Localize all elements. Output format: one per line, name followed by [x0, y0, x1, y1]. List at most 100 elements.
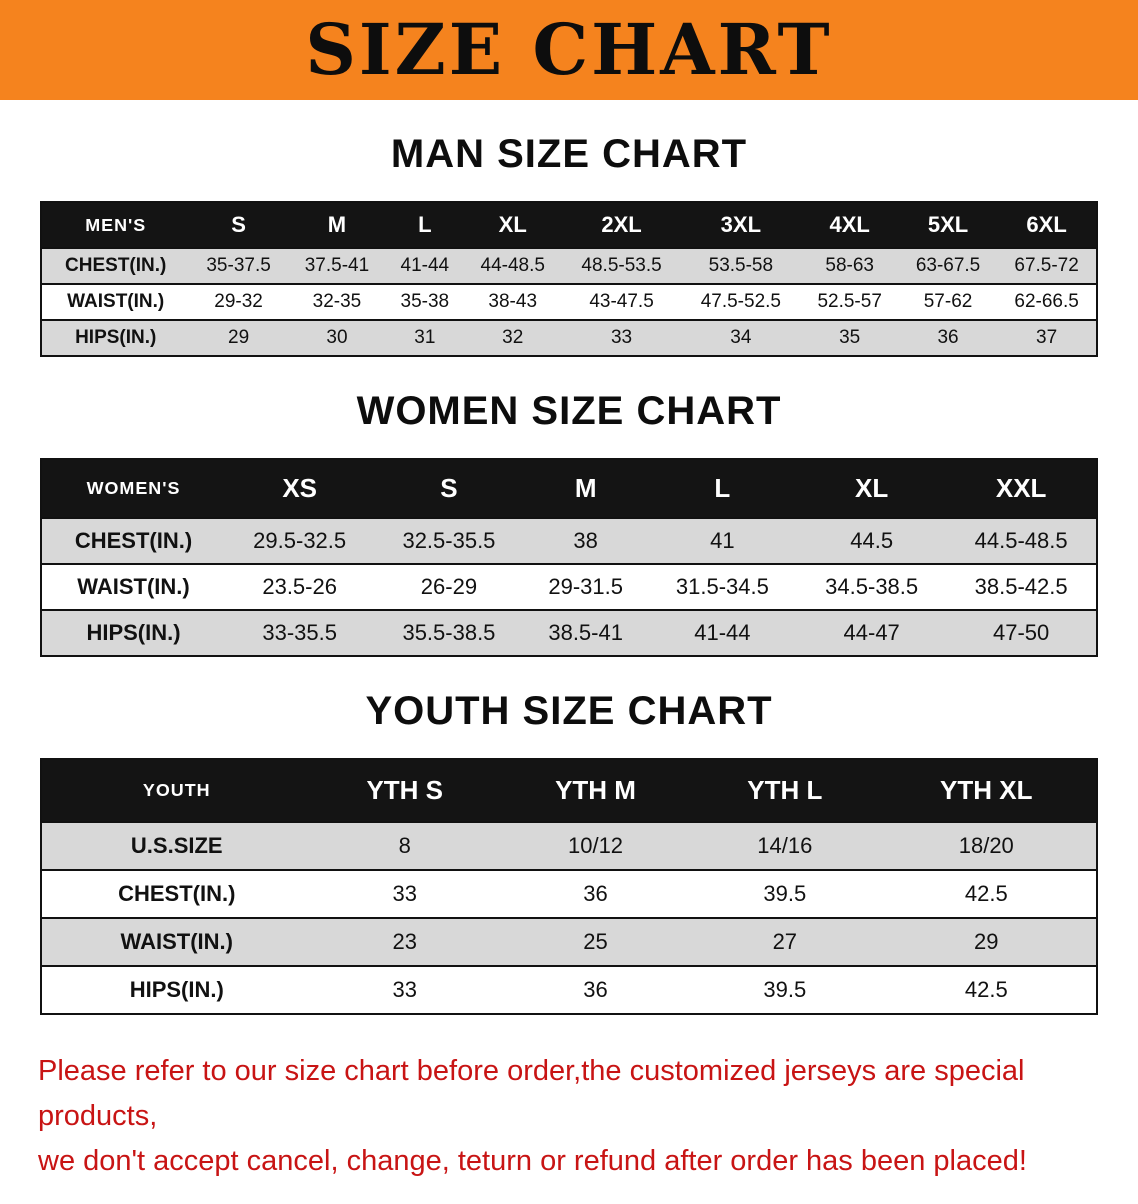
value-cell: 52.5-57	[817, 291, 882, 312]
value-cell: 57-62	[923, 291, 973, 312]
value-cell: 37	[1036, 327, 1058, 348]
value-cell: 38	[573, 528, 598, 553]
row-label-cell: HIPS(IN.)	[75, 327, 157, 348]
value-cell: 27	[772, 929, 798, 954]
value-cell: 31	[414, 327, 436, 348]
value-cell: 33-35.5	[262, 620, 337, 645]
row-label-cell: WAIST(IN.)	[67, 291, 165, 312]
size-header-cell: YTH XL	[940, 775, 1033, 805]
value-cell: 33	[392, 881, 417, 906]
value-cell: 34.5-38.5	[825, 574, 919, 599]
size-header-cell: YTH M	[555, 775, 636, 805]
row-label-cell: WAIST(IN.)	[120, 929, 233, 954]
table-row: WAIST(IN.) 29-32 32-35 35-38 38-43 43-47.5 47.…	[41, 284, 1097, 320]
value-cell: 37.5-41	[304, 255, 370, 276]
value-cell: 14/16	[757, 833, 813, 858]
table-header-row: YOUTH YTH S YTH M YTH L YTH XL	[41, 759, 1097, 822]
table-row: HIPS(IN.) 33 36 39.5 42.5	[41, 966, 1097, 1014]
row-label-cell: CHEST(IN.)	[118, 881, 236, 906]
value-cell: 32.5-35.5	[402, 528, 496, 553]
row-label-cell: CHEST(IN.)	[65, 255, 167, 276]
table-title-cell: WOMEN'S	[86, 478, 181, 498]
value-cell: 25	[583, 929, 608, 954]
row-label-cell: HIPS(IN.)	[129, 977, 224, 1002]
value-cell: 33	[610, 327, 633, 348]
value-cell: 33	[392, 977, 417, 1002]
size-header-cell: S	[231, 212, 246, 237]
value-cell: 67.5-72	[1014, 255, 1079, 276]
value-cell: 47-50	[993, 620, 1050, 645]
value-cell: 8	[398, 833, 411, 858]
size-header-cell: L	[714, 473, 731, 503]
size-header-cell: M	[574, 473, 597, 503]
value-cell: 44.5-48.5	[974, 528, 1068, 553]
table-row: WAIST(IN.) 23 25 27 29	[41, 918, 1097, 966]
row-label-cell: CHEST(IN.)	[74, 528, 193, 553]
value-cell: 58-63	[825, 255, 874, 276]
value-cell: 36	[583, 977, 608, 1002]
value-cell: 23.5-26	[262, 574, 337, 599]
row-label-cell: HIPS(IN.)	[86, 620, 181, 645]
youth-size-table: YOUTH YTH S YTH M YTH L YTH XL U.S.SIZE 8 10/12…	[40, 758, 1098, 1015]
value-cell: 35-37.5	[206, 255, 271, 276]
size-header-cell: XL	[855, 473, 889, 503]
banner: SIZE CHART	[0, 0, 1138, 100]
table-row: HIPS(IN.) 33-35.5 35.5-38.5 38.5-41 41-44 44-…	[41, 610, 1097, 656]
table-header-row: MEN'S S M L XL 2XL 3XL 4XL 5XL 6XL	[41, 202, 1097, 248]
women-size-heading: WOMEN SIZE CHART	[356, 389, 782, 433]
table-row: WAIST(IN.) 23.5-26 26-29 29-31.5 31.5-34.5 34…	[41, 564, 1097, 610]
size-header-cell: XXL	[995, 473, 1047, 503]
value-cell: 35-38	[400, 291, 450, 312]
size-header-cell: XL	[498, 212, 527, 237]
value-cell: 29	[228, 327, 250, 348]
value-cell: 47.5-52.5	[700, 291, 781, 312]
size-header-cell: 2XL	[601, 212, 642, 237]
man-size-section: MAN SIZE CHART MEN'S S M L XL 2XL 3XL 4XL 5XL 6XL…	[40, 132, 1098, 357]
value-cell: 39.5	[763, 881, 807, 906]
man-size-heading: MAN SIZE CHART	[390, 132, 748, 176]
value-cell: 41-44	[400, 255, 450, 276]
size-header-cell: YTH S	[366, 775, 444, 805]
size-header-cell: 6XL	[1026, 212, 1067, 237]
value-cell: 41	[710, 528, 735, 553]
value-cell: 35	[839, 327, 861, 348]
value-cell: 42.5	[964, 977, 1008, 1002]
table-title-cell: MEN'S	[85, 214, 147, 235]
value-cell: 43-47.5	[589, 291, 654, 312]
value-cell: 26-29	[420, 574, 478, 599]
value-cell: 39.5	[763, 977, 807, 1002]
value-cell: 29-31.5	[548, 574, 623, 599]
value-cell: 23	[392, 929, 417, 954]
value-cell: 62-66.5	[1014, 291, 1079, 312]
disclaimer: Please refer to our size chart before or…	[38, 1049, 1100, 1184]
women-size-table: WOMEN'S XS S M L XL XXL CHEST(IN.) 29.5-32.5 32.5…	[40, 458, 1098, 657]
table-row: CHEST(IN.) 33 36 39.5 42.5	[41, 870, 1097, 918]
value-cell: 36	[583, 881, 608, 906]
table-row: CHEST(IN.) 35-37.5 37.5-41 41-44 44-48.5 48.5…	[41, 248, 1097, 284]
value-cell: 44-47	[843, 620, 900, 645]
size-header-cell: 5XL	[927, 212, 969, 237]
table-title-cell: YOUTH	[142, 780, 211, 800]
value-cell: 44.5	[850, 528, 894, 553]
youth-size-heading: YOUTH SIZE CHART	[365, 689, 773, 733]
disclaimer-line-2: we don't accept cancel, change, teturn o…	[38, 1144, 1027, 1177]
value-cell: 42.5	[964, 881, 1008, 906]
size-header-cell: 3XL	[720, 212, 762, 237]
value-cell: 31.5-34.5	[675, 574, 769, 599]
value-cell: 35.5-38.5	[402, 620, 496, 645]
value-cell: 32	[502, 327, 524, 348]
size-header-cell: L	[418, 212, 432, 237]
women-size-section: WOMEN SIZE CHART WOMEN'S XS S M L XL XXL CHEST(…	[40, 389, 1098, 657]
value-cell: 29.5-32.5	[253, 528, 347, 553]
value-cell: 32-35	[312, 291, 362, 312]
table-row: CHEST(IN.) 29.5-32.5 32.5-35.5 38 41 44.5 44.5…	[41, 518, 1097, 564]
size-header-cell: M	[327, 212, 347, 237]
man-size-table: MEN'S S M L XL 2XL 3XL 4XL 5XL 6XL CHEST(IN.) 35-37…	[40, 201, 1098, 357]
value-cell: 41-44	[694, 620, 751, 645]
size-header-cell: YTH L	[747, 775, 823, 805]
value-cell: 34	[730, 327, 752, 348]
value-cell: 38.5-42.5	[974, 574, 1068, 599]
value-cell: 63-67.5	[915, 255, 981, 276]
table-row: HIPS(IN.) 29 30 31 32 33 34 35 36 37	[41, 320, 1097, 356]
